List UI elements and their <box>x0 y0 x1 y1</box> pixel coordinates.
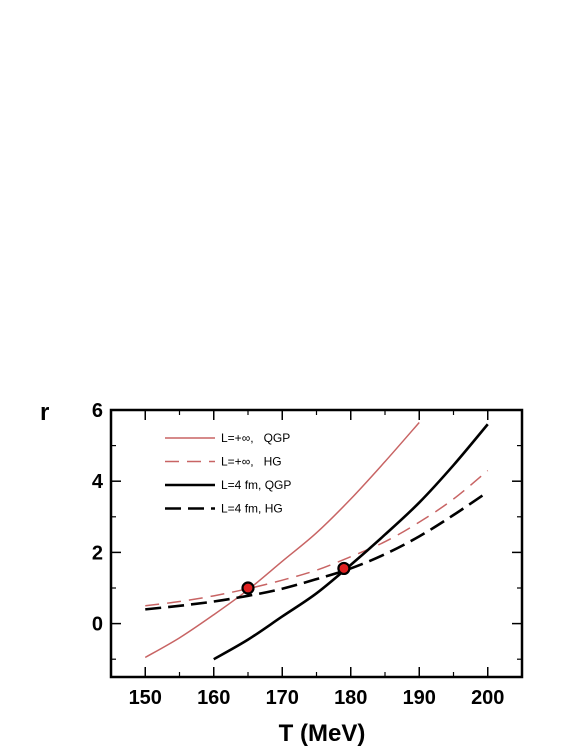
series-lines <box>144 421 489 661</box>
y-tick-label: 4 <box>92 471 104 493</box>
x-tick-label: 180 <box>334 687 367 709</box>
y-tick-label: 6 <box>92 400 103 422</box>
series-line-3 <box>213 423 489 661</box>
y-tick-label: 2 <box>92 542 103 564</box>
tick-labels: 150 160 170 180 190 200 0 2 4 6 <box>92 400 505 709</box>
legend-label-3: L=4 fm, QGP <box>221 478 291 492</box>
legend-label-2: L=+∞, HG <box>221 455 282 469</box>
x-tick-label: 170 <box>266 687 299 709</box>
crossing-marker-2 <box>337 561 351 576</box>
markers <box>241 561 351 595</box>
legend-label-1: L=+∞, QGP <box>221 431 290 445</box>
series-line-1 <box>144 421 420 659</box>
series-line-4 <box>145 490 489 611</box>
x-tick-label: 200 <box>471 687 504 709</box>
crossing-marker-1 <box>241 581 255 595</box>
x-axis-title: T (MeV) <box>279 720 366 747</box>
plot-frame <box>109 408 524 679</box>
x-tick-label: 160 <box>197 687 230 709</box>
y-axis-title: r <box>40 399 49 426</box>
y-tick-label: 0 <box>92 614 103 636</box>
legend: L=+∞, QGP L=+∞, HG L=4 fm, QGP L=4 fm, HG <box>165 431 291 516</box>
ticks <box>110 409 523 677</box>
x-tick-label: 190 <box>403 687 436 709</box>
series-line-2 <box>145 469 489 607</box>
x-tick-label: 150 <box>129 687 162 709</box>
legend-label-4: L=4 fm, HG <box>221 502 283 516</box>
